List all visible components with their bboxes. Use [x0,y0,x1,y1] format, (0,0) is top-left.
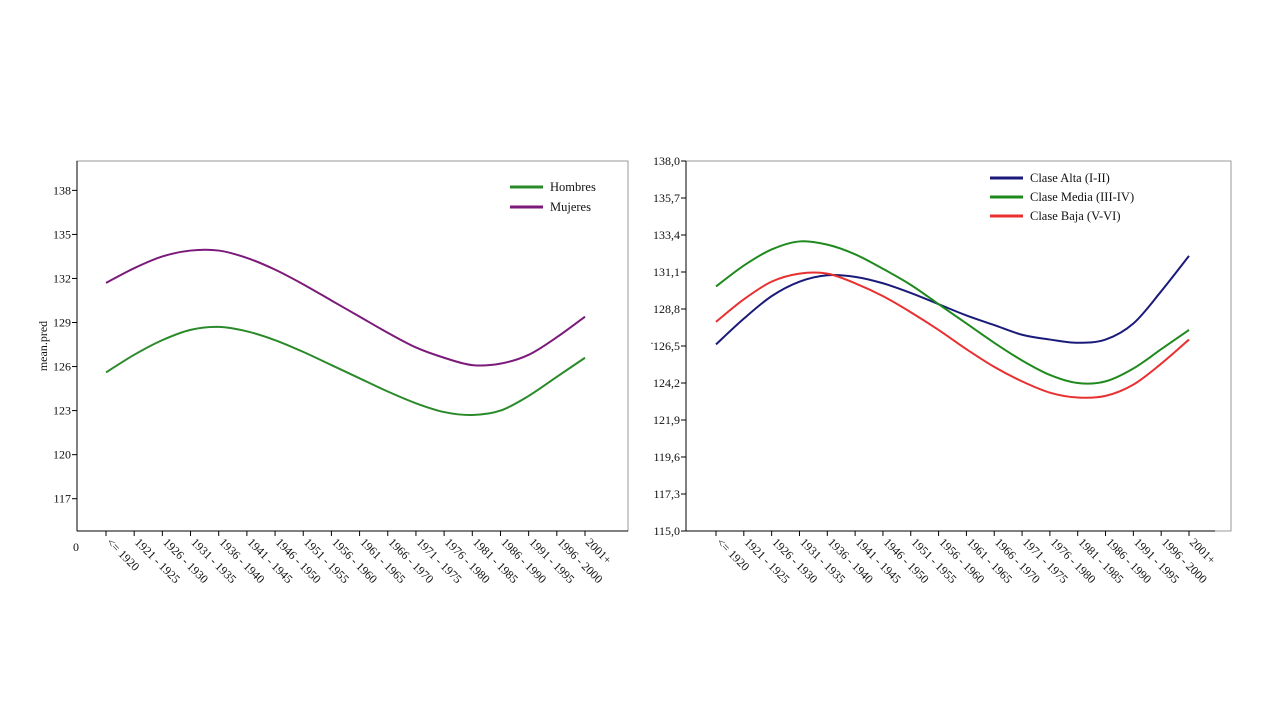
legend: Clase Alta (I-II) Clase Media (III-IV) Cla… [990,171,1134,223]
chart-right: . 115,0 117,3 119,6 121,9 124,2 126,5 128,8 131… [651,154,1232,586]
legend: Hombres Mujeres [510,180,596,214]
y-tick-label: 119,6 [653,450,680,464]
y-tick-label: 138,0 [653,154,680,168]
legend-label: Hombres [550,180,596,194]
y-tick-label: 138 [53,183,71,197]
y-tick-label: 124,2 [653,376,680,390]
y-tick-label: 135,7 [653,191,680,205]
series-line [105,248,586,367]
y-tick-label: 129 [53,316,71,330]
y-axis-title: mean.pred [36,321,50,371]
y-tick-label: 128,8 [653,302,680,316]
y-tick-label: 126,5 [653,339,680,353]
series-line [715,271,1190,399]
y-tick-label: 135 [53,227,71,241]
series-lines [715,240,1190,399]
y-tick-label: 132 [53,271,71,285]
legend-label: Mujeres [550,200,591,214]
plot-frame [685,160,1232,532]
legend-label: Clase Alta (I-II) [1030,171,1110,185]
origin-label: 0 [73,540,79,554]
chart-left: mean.pred 0 117 120 123 126 129 132 135 138 <= … [36,160,629,586]
legend-label: Clase Baja (V-VI) [1030,209,1121,223]
y-ticks: 115,0 117,3 119,6 121,9 124,2 126,5 128,8 131,1… [653,154,686,538]
series-line [715,255,1190,346]
series-line [715,240,1190,385]
y-tick-label: 131,1 [653,265,680,279]
legend-label: Clase Media (III-IV) [1030,190,1134,204]
y-tick-label: 123 [53,404,71,418]
y-tick-label: 117,3 [653,487,680,501]
y-tick-label: 121,9 [653,413,680,427]
y-tick-label: 133,4 [653,228,680,242]
y-tick-label: 117 [53,492,71,506]
y-tick-label: 120 [53,448,71,462]
series-line [105,325,586,417]
series-lines [105,248,586,417]
y-tick-label: 126 [53,360,71,374]
y-axis-title: . [651,333,654,347]
y-ticks: 117 120 123 126 129 132 135 138 [53,183,77,506]
y-tick-label: 115,0 [653,524,680,538]
